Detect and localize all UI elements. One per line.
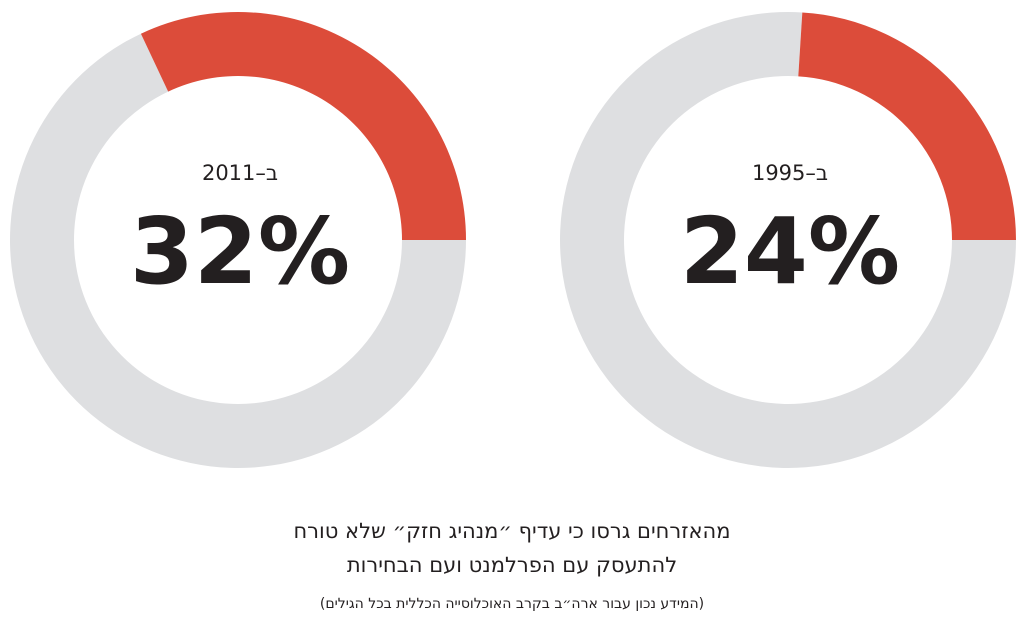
caption-note: (המידע נכון עבור ארה״ב בקרב האוכלוסייה ה… <box>319 596 705 612</box>
caption-line-2: להתעסק עם הפרלמנט ועם הבחירות <box>346 553 678 577</box>
donut-1995: ב–1995 24% <box>560 11 1016 469</box>
donut-2011: ב–2011 32% <box>10 12 467 468</box>
donut-charts: ב–2011 32% ב–1995 24% <box>10 11 1016 469</box>
donut-2011-remainder-arc <box>10 33 466 468</box>
donut-2011-percent-label: 32% <box>130 198 350 305</box>
donut-1995-percent-label: 24% <box>680 198 900 305</box>
donut-2011-year-label: ב–2011 <box>202 161 278 185</box>
caption-line-1: מהאזרחים גרסו כי עדיף ״מנהיג חזק״ שלא טו… <box>293 519 731 543</box>
donut-2011-value-arc <box>140 12 467 240</box>
donut-1995-year-label: ב–1995 <box>752 161 828 185</box>
donut-1995-value-arc <box>798 12 1016 241</box>
